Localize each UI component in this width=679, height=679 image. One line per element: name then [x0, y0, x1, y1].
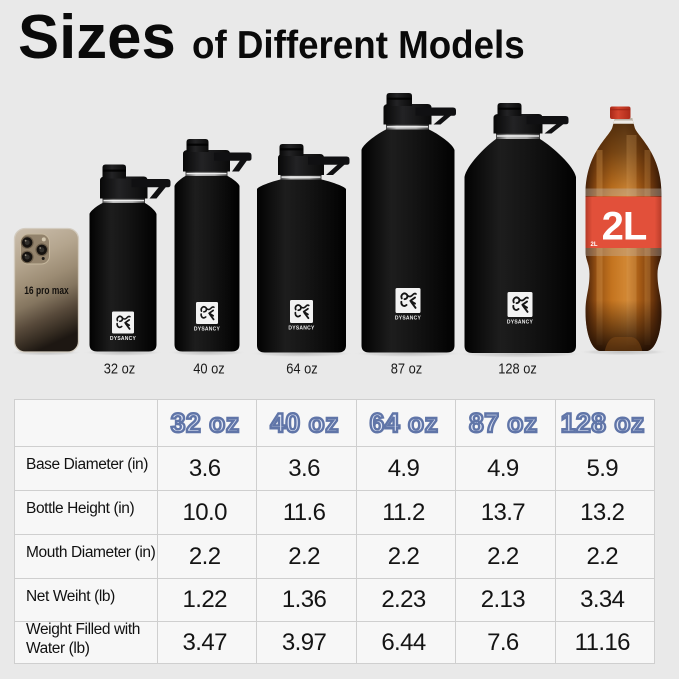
svg-text:16 pro max: 16 pro max — [24, 285, 69, 297]
svg-text:DYSANCY: DYSANCY — [110, 336, 137, 342]
svg-text:128 oz: 128 oz — [498, 362, 537, 378]
svg-text:64 oz: 64 oz — [286, 362, 318, 378]
svg-text:DYSANCY: DYSANCY — [194, 327, 221, 333]
svg-text:DYSANCY: DYSANCY — [288, 326, 315, 332]
svg-text:32 oz: 32 oz — [104, 362, 136, 378]
svg-text:2L: 2L — [602, 205, 647, 249]
svg-text:40 oz: 40 oz — [193, 362, 225, 378]
svg-text:DYSANCY: DYSANCY — [507, 320, 534, 326]
svg-text:87 oz: 87 oz — [391, 362, 423, 378]
svg-text:2L: 2L — [591, 242, 598, 248]
svg-text:DYSANCY: DYSANCY — [395, 316, 422, 322]
